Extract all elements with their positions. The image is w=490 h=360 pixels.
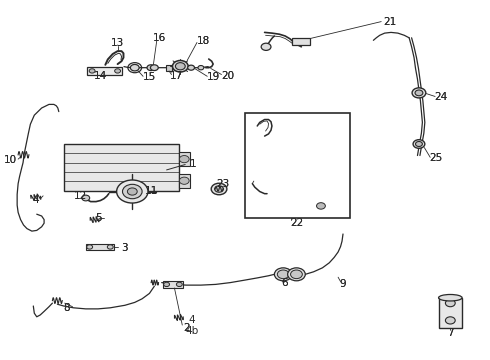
- Bar: [87, 67, 122, 75]
- Text: 11: 11: [145, 186, 159, 196]
- Text: 21: 21: [383, 17, 396, 27]
- Circle shape: [415, 90, 423, 96]
- Circle shape: [176, 282, 182, 287]
- Text: 19: 19: [206, 72, 220, 82]
- Text: 22: 22: [290, 218, 303, 228]
- Text: 2: 2: [183, 323, 190, 333]
- Bar: [86, 244, 114, 250]
- Circle shape: [291, 270, 302, 279]
- Text: 16: 16: [152, 33, 166, 43]
- Bar: [179, 174, 190, 188]
- Circle shape: [150, 65, 158, 71]
- Text: 5: 5: [95, 213, 101, 223]
- Circle shape: [413, 140, 425, 148]
- Bar: [179, 152, 190, 166]
- Text: 22: 22: [290, 218, 303, 228]
- Circle shape: [117, 180, 148, 203]
- Text: 19: 19: [206, 72, 220, 82]
- Text: 1: 1: [190, 159, 197, 169]
- Text: 17: 17: [170, 71, 183, 81]
- Circle shape: [274, 268, 292, 281]
- Text: 14: 14: [94, 71, 107, 81]
- Text: 9: 9: [340, 279, 346, 289]
- Text: 23: 23: [216, 179, 230, 189]
- Text: 10: 10: [4, 155, 17, 165]
- Bar: [166, 65, 171, 71]
- Circle shape: [164, 282, 170, 287]
- Bar: [163, 281, 183, 288]
- Text: 25: 25: [429, 153, 443, 163]
- Circle shape: [215, 186, 223, 192]
- Bar: [64, 144, 179, 191]
- Bar: [439, 298, 462, 328]
- Text: 15: 15: [143, 72, 156, 82]
- Text: 16: 16: [152, 33, 166, 43]
- Circle shape: [261, 43, 271, 50]
- Circle shape: [211, 183, 227, 195]
- Text: 6: 6: [281, 278, 288, 288]
- Circle shape: [175, 63, 185, 70]
- Text: 2: 2: [183, 323, 190, 333]
- Text: 5: 5: [95, 213, 101, 223]
- Circle shape: [288, 268, 305, 281]
- Circle shape: [445, 317, 455, 324]
- Text: 21: 21: [383, 17, 396, 27]
- Circle shape: [127, 188, 137, 195]
- Text: 15: 15: [143, 72, 156, 82]
- Circle shape: [445, 300, 455, 307]
- Text: 6: 6: [281, 278, 288, 288]
- Text: 4: 4: [189, 315, 196, 325]
- Text: 18: 18: [196, 36, 210, 46]
- Text: 7: 7: [447, 328, 454, 338]
- Circle shape: [277, 270, 289, 279]
- Circle shape: [130, 64, 139, 71]
- Text: 13: 13: [111, 38, 124, 48]
- Text: 24: 24: [434, 92, 448, 102]
- Text: 17: 17: [170, 71, 183, 81]
- Circle shape: [115, 69, 121, 73]
- Text: 13: 13: [111, 38, 124, 48]
- Text: 10: 10: [4, 155, 17, 165]
- Text: 14: 14: [94, 71, 107, 81]
- Text: 4b: 4b: [185, 326, 199, 336]
- Circle shape: [87, 245, 93, 249]
- Text: 25: 25: [429, 153, 443, 163]
- Circle shape: [317, 203, 325, 209]
- Text: 20: 20: [221, 71, 234, 81]
- Circle shape: [122, 184, 142, 199]
- Bar: [292, 38, 310, 45]
- Text: 3: 3: [122, 243, 128, 253]
- Text: 7: 7: [447, 328, 454, 338]
- Circle shape: [172, 60, 188, 72]
- Text: 8: 8: [63, 303, 70, 313]
- Circle shape: [89, 69, 95, 73]
- Ellipse shape: [439, 294, 462, 301]
- Text: 4: 4: [32, 195, 39, 205]
- Text: 8: 8: [63, 303, 70, 313]
- Circle shape: [416, 141, 422, 147]
- Text: 24: 24: [434, 92, 448, 102]
- Text: 12: 12: [74, 191, 88, 201]
- Circle shape: [179, 177, 189, 184]
- Text: 1: 1: [190, 159, 197, 169]
- Text: 18: 18: [196, 36, 210, 46]
- Text: 4: 4: [32, 195, 39, 205]
- Text: 12: 12: [74, 191, 88, 201]
- Text: 9: 9: [340, 279, 346, 289]
- Bar: [245, 113, 350, 218]
- Text: 20: 20: [221, 71, 234, 81]
- Circle shape: [188, 65, 195, 70]
- Text: 11: 11: [145, 186, 159, 196]
- Circle shape: [107, 245, 113, 249]
- Circle shape: [198, 66, 204, 70]
- Text: 23: 23: [216, 179, 230, 189]
- Circle shape: [82, 195, 90, 201]
- Circle shape: [179, 156, 189, 163]
- Circle shape: [412, 88, 426, 98]
- Circle shape: [147, 65, 155, 71]
- Text: 3: 3: [122, 243, 128, 253]
